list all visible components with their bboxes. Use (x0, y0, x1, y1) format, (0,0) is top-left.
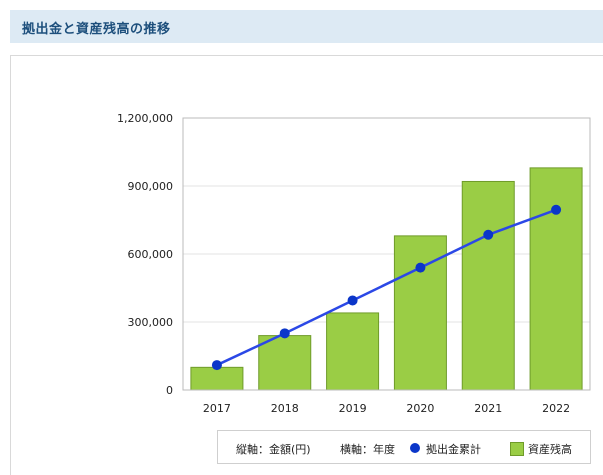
bar-2018 (258, 335, 312, 391)
y-tick-labels: 0 300,000 600,000 900,000 1,200,000 (117, 112, 173, 397)
legend-y-axis-note: 縦軸：金額(円) (236, 443, 311, 456)
bar-2019 (326, 312, 380, 391)
legend-line-marker (410, 443, 420, 453)
bar-series (190, 167, 583, 391)
legend-bar-label: 資産残高 (528, 443, 572, 456)
bar-2017 (190, 366, 244, 391)
x-tick-label: 2019 (339, 402, 367, 415)
section-title: 拠出金と資産残高の推移 (22, 22, 171, 37)
line-point-2021 (483, 229, 494, 240)
line-point-2022 (551, 204, 562, 215)
y-tick-label: 1,200,000 (117, 112, 173, 125)
y-tick-label: 0 (166, 384, 173, 397)
line-series (211, 204, 562, 371)
x-tick-label: 2020 (406, 402, 434, 415)
x-tick-label: 2022 (542, 402, 570, 415)
section-header: 拠出金と資産残高の推移 (10, 10, 603, 43)
line-point-2020 (415, 262, 426, 273)
line-point-2017 (211, 360, 222, 371)
grid-lines (183, 185, 590, 323)
x-tick-label: 2017 (203, 402, 231, 415)
legend: 縦軸：金額(円) 横軸：年度 拠出金累計 資産残高 (217, 430, 591, 464)
chart-panel (10, 55, 603, 475)
x-tick-label: 2021 (474, 402, 502, 415)
y-tick-label: 300,000 (128, 316, 174, 329)
legend-bar-marker (510, 442, 524, 456)
legend-line-label: 拠出金累計 (426, 443, 481, 456)
line-point-2019 (347, 295, 358, 306)
x-tick-labels: 2017 2018 2019 2020 2021 2022 (203, 402, 570, 415)
plot-frame (182, 117, 591, 391)
y-tick-label: 900,000 (128, 180, 174, 193)
legend-x-axis-note: 横軸：年度 (340, 443, 395, 456)
bar-2022 (529, 167, 583, 391)
line-path (216, 208, 557, 367)
x-tick-label: 2018 (271, 402, 299, 415)
line-point-2018 (279, 328, 290, 339)
y-tick-label: 600,000 (128, 248, 174, 261)
bar-2021 (461, 180, 515, 391)
